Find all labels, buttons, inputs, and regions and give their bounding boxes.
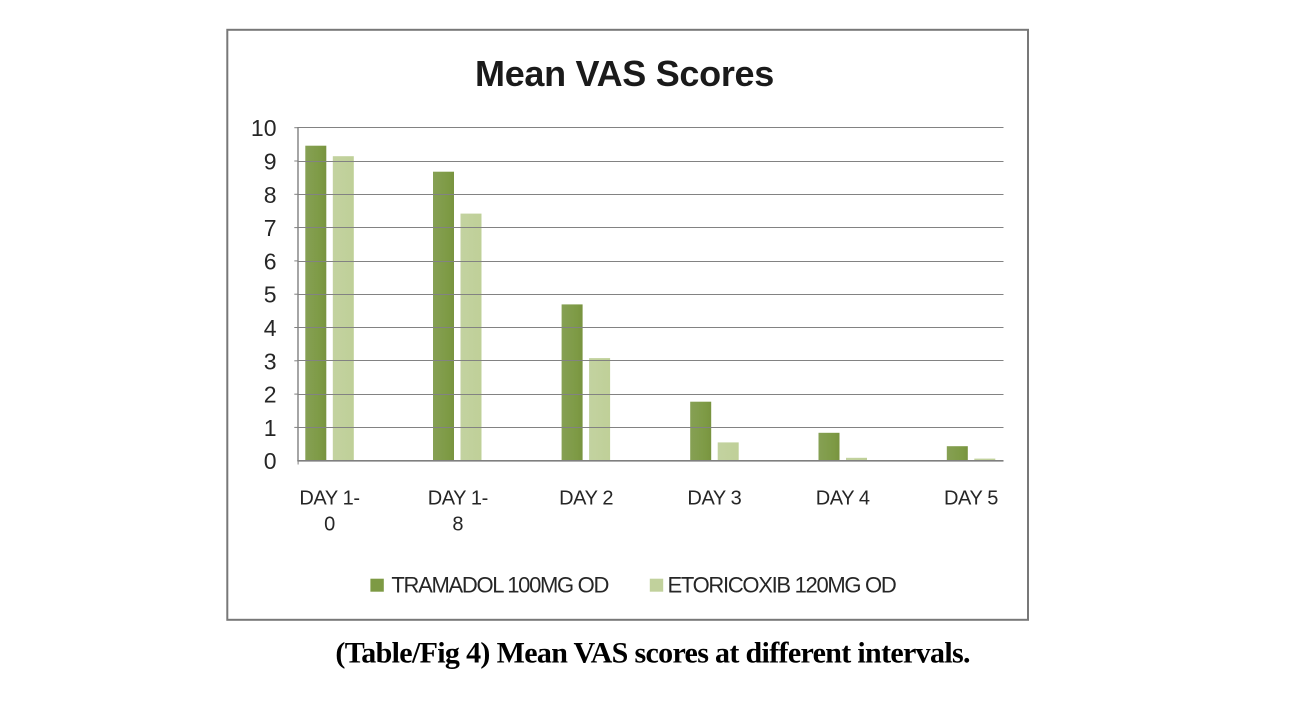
- svg-text:8: 8: [264, 182, 277, 208]
- svg-text:6: 6: [264, 248, 277, 274]
- svg-text:DAY 4: DAY 4: [816, 487, 870, 509]
- svg-text:0: 0: [264, 448, 277, 474]
- svg-text:ETORICOXIB 120MG OD: ETORICOXIB 120MG OD: [668, 573, 896, 598]
- svg-text:9: 9: [264, 149, 277, 175]
- svg-text:2: 2: [264, 382, 277, 408]
- svg-text:0: 0: [324, 514, 335, 536]
- svg-text:DAY 2: DAY 2: [559, 487, 613, 509]
- svg-text:3: 3: [264, 348, 277, 374]
- svg-text:TRAMADOL 100MG OD: TRAMADOL 100MG OD: [391, 573, 608, 598]
- svg-text:1: 1: [264, 415, 277, 441]
- svg-text:4: 4: [264, 315, 277, 341]
- svg-text:7: 7: [264, 215, 277, 241]
- svg-text:Mean VAS Scores: Mean VAS Scores: [475, 53, 774, 94]
- svg-text:DAY 1-: DAY 1-: [428, 487, 488, 509]
- svg-text:5: 5: [264, 282, 277, 308]
- svg-text:DAY 1-: DAY 1-: [299, 487, 359, 509]
- svg-text:8: 8: [452, 514, 463, 536]
- svg-text:10: 10: [251, 115, 277, 141]
- svg-text:(Table/Fig 4) Mean VAS scores: (Table/Fig 4) Mean VAS scores at differe…: [335, 637, 970, 670]
- svg-text:DAY 5: DAY 5: [944, 487, 998, 509]
- svg-text:DAY 3: DAY 3: [687, 487, 741, 509]
